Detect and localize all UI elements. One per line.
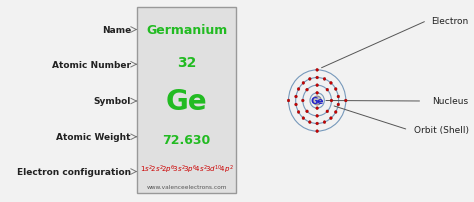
Text: Orbit (Shell): Orbit (Shell) bbox=[414, 126, 469, 135]
Text: Electron configuration: Electron configuration bbox=[17, 167, 131, 176]
Text: $1s^2\!2s^2\!2p^6\!3s^2\!3p^6\!4s^2\!3d^{10}\!4p^2$: $1s^2\!2s^2\!2p^6\!3s^2\!3p^6\!4s^2\!3d^… bbox=[140, 163, 234, 175]
Circle shape bbox=[301, 100, 304, 102]
Circle shape bbox=[337, 104, 340, 106]
Circle shape bbox=[287, 100, 290, 102]
Text: Nucleus: Nucleus bbox=[433, 97, 469, 106]
Text: Symbol: Symbol bbox=[93, 97, 131, 106]
Text: Germanium: Germanium bbox=[146, 24, 227, 37]
Circle shape bbox=[313, 97, 321, 105]
Circle shape bbox=[302, 82, 305, 85]
Circle shape bbox=[309, 121, 311, 124]
Circle shape bbox=[335, 111, 337, 114]
Text: Electron: Electron bbox=[431, 17, 469, 26]
Circle shape bbox=[329, 82, 332, 85]
Circle shape bbox=[297, 111, 300, 114]
Circle shape bbox=[316, 122, 319, 125]
Circle shape bbox=[316, 77, 319, 80]
Circle shape bbox=[306, 89, 309, 92]
Circle shape bbox=[323, 78, 326, 81]
Circle shape bbox=[330, 100, 333, 102]
Circle shape bbox=[309, 78, 311, 81]
Circle shape bbox=[345, 100, 347, 102]
Circle shape bbox=[329, 117, 332, 120]
Circle shape bbox=[295, 104, 297, 106]
Circle shape bbox=[316, 69, 319, 72]
Circle shape bbox=[326, 110, 328, 113]
Text: Atomic Weight: Atomic Weight bbox=[56, 133, 131, 142]
Circle shape bbox=[316, 130, 319, 133]
Circle shape bbox=[316, 92, 319, 95]
FancyBboxPatch shape bbox=[137, 8, 236, 193]
Circle shape bbox=[316, 115, 319, 118]
Text: 72.630: 72.630 bbox=[163, 134, 210, 146]
Text: www.valenceelectrons.com: www.valenceelectrons.com bbox=[146, 184, 227, 189]
Circle shape bbox=[297, 88, 300, 91]
Circle shape bbox=[295, 96, 297, 98]
Circle shape bbox=[302, 117, 305, 120]
Circle shape bbox=[335, 88, 337, 91]
Circle shape bbox=[337, 96, 340, 98]
Text: Atomic Number: Atomic Number bbox=[52, 60, 131, 69]
Circle shape bbox=[306, 110, 309, 113]
Circle shape bbox=[326, 89, 328, 92]
Text: 32: 32 bbox=[177, 56, 196, 70]
Circle shape bbox=[316, 107, 319, 110]
Text: Ge: Ge bbox=[166, 87, 207, 115]
Circle shape bbox=[323, 121, 326, 124]
Circle shape bbox=[316, 84, 319, 87]
Text: Ge: Ge bbox=[310, 97, 324, 105]
Text: Name: Name bbox=[101, 26, 131, 35]
